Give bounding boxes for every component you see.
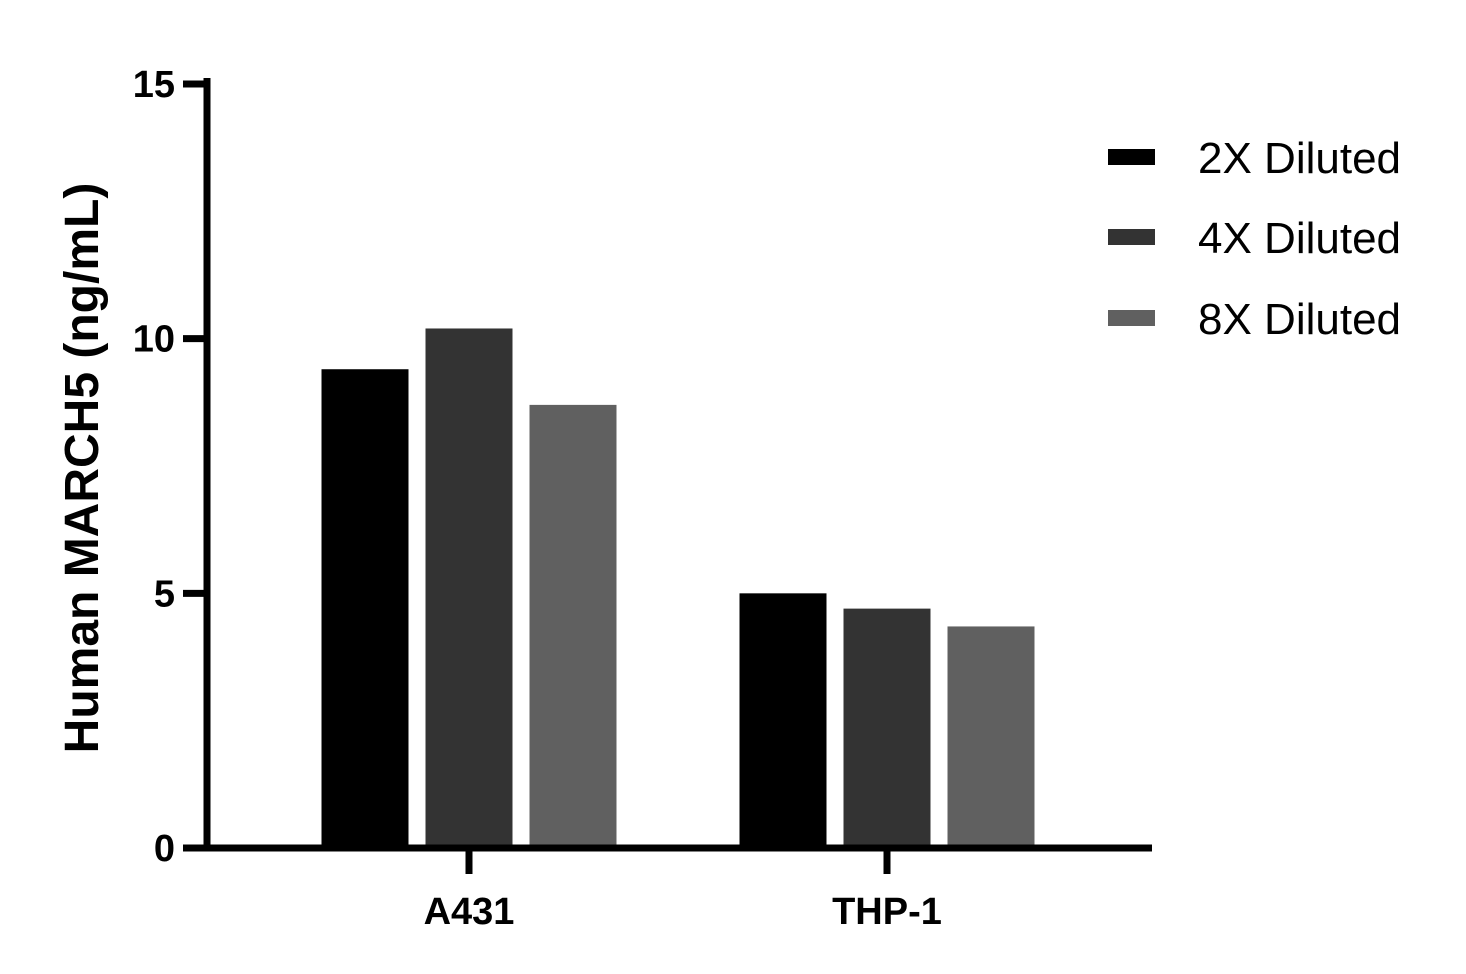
bar-a431-series-2 (425, 328, 513, 849)
bars-layer (321, 328, 1035, 849)
y-axis-title: Human MARCH5 (ng/mL) (56, 183, 109, 754)
legend-swatch (1108, 229, 1155, 245)
bar-a431-series-3 (529, 404, 617, 848)
legend-swatch (1108, 149, 1155, 165)
bar-a431-series-1 (321, 369, 409, 848)
legend: 2X Diluted 4X Diluted 8X Diluted (1108, 134, 1401, 344)
y-ticks: 0 5 10 15 (133, 64, 207, 870)
y-tick-label: 15 (133, 64, 175, 106)
y-tick-label: 5 (154, 573, 175, 615)
bar-thp-1-series-1 (739, 593, 827, 848)
legend-swatch (1108, 310, 1155, 326)
x-tick-label: THP-1 (832, 891, 942, 933)
x-ticks: A431 THP-1 (424, 848, 942, 933)
bar-thp-1-series-3 (947, 626, 1035, 848)
legend-label: 4X Diluted (1198, 214, 1401, 263)
legend-label: 8X Diluted (1198, 295, 1401, 344)
bar-thp-1-series-2 (843, 608, 931, 848)
y-tick-label: 0 (154, 828, 175, 870)
axes-layer (203, 78, 1152, 852)
legend-label: 2X Diluted (1198, 134, 1401, 183)
y-tick-label: 10 (133, 319, 175, 361)
x-tick-label: A431 (424, 891, 515, 933)
